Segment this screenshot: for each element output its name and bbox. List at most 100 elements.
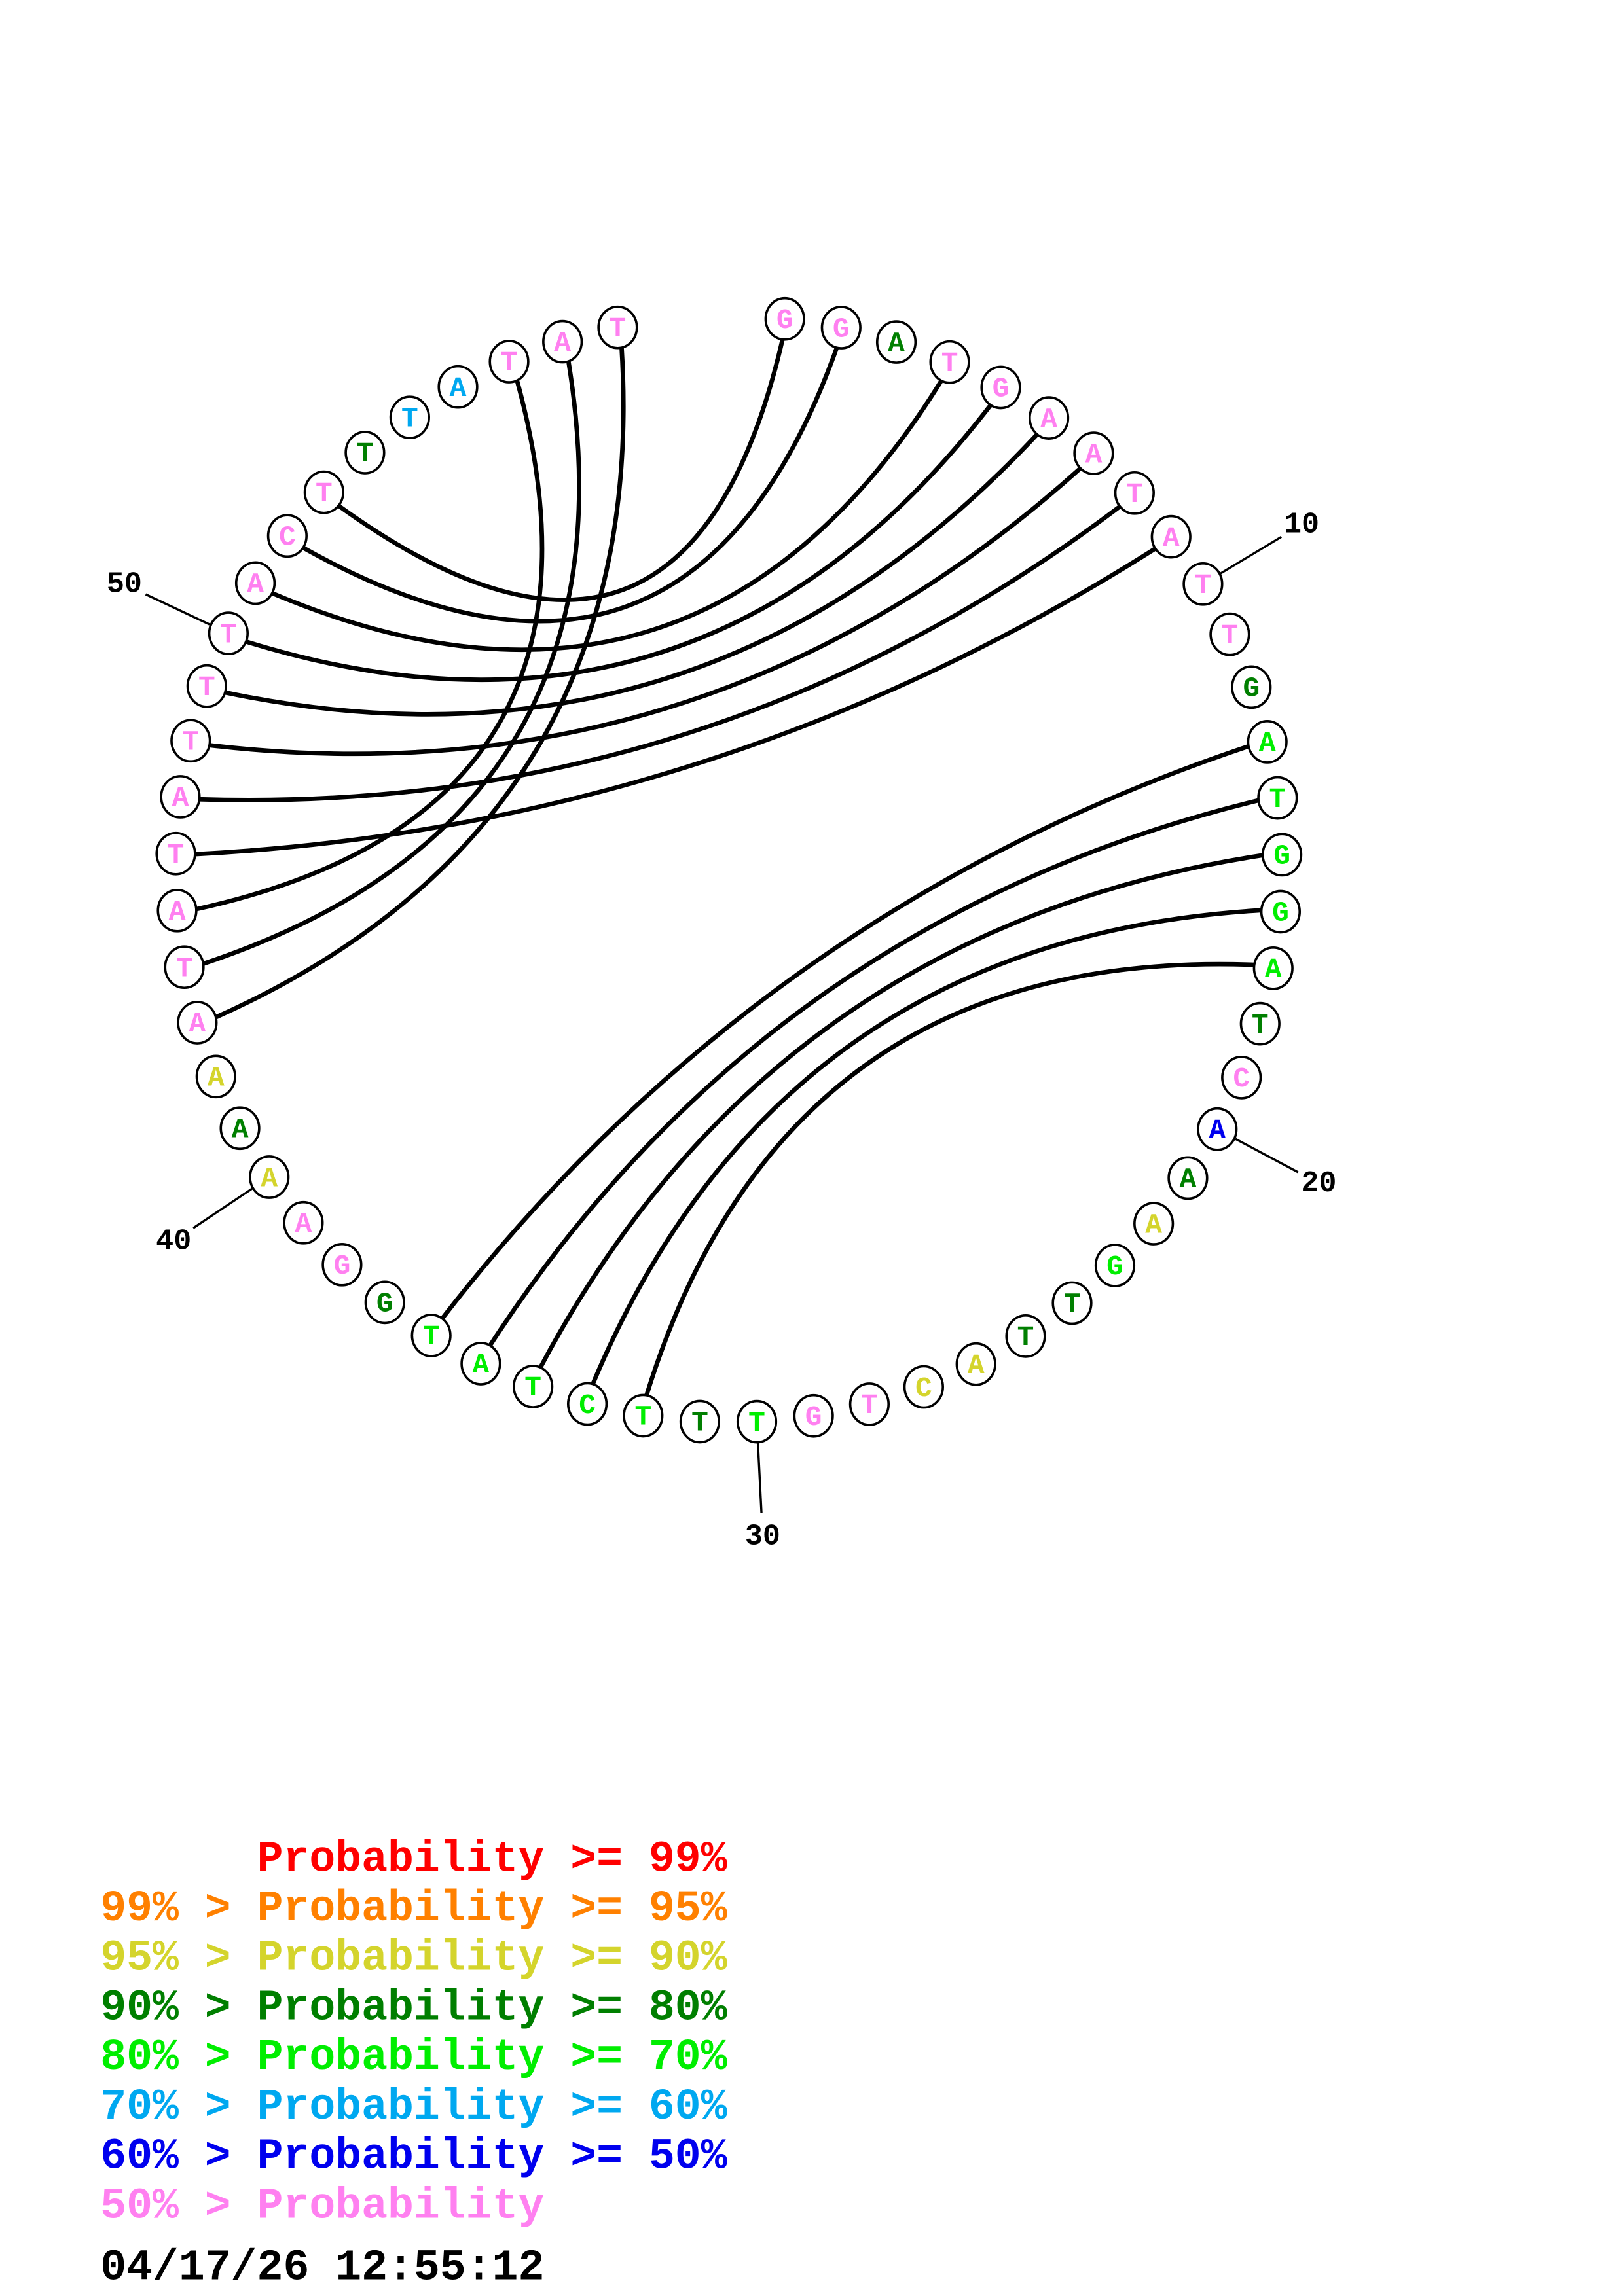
- nucleotide-circle: [1252, 946, 1294, 990]
- nucleotide: T: [1182, 562, 1224, 606]
- nucleotide: A: [460, 1342, 501, 1386]
- nucleotide-circle: [736, 1399, 778, 1444]
- nucleotide: T: [929, 340, 970, 384]
- nucleotide-circle: [597, 305, 638, 350]
- nucleotide-base: A: [888, 327, 905, 359]
- nucleotide: T: [736, 1399, 778, 1444]
- legend-row: 60% > Probability >= 50%: [100, 2132, 727, 2181]
- legend-left: 99% >: [100, 1884, 230, 1933]
- legend-right: >= 90%: [570, 1934, 727, 1983]
- nucleotide-circle: [164, 945, 205, 990]
- nucleotide: T: [1239, 1001, 1281, 1046]
- nucleotide-base: T: [1252, 1009, 1269, 1041]
- nucleotide-base: C: [279, 522, 296, 554]
- nucleotide-circle: [170, 719, 211, 763]
- nucleotide-circle: [195, 1054, 236, 1099]
- nucleotide-base: T: [401, 403, 418, 435]
- nucleotide: T: [513, 1365, 554, 1408]
- nucleotide-circle: [1257, 776, 1298, 820]
- nucleotide-base: A: [450, 372, 467, 404]
- nucleotide-base: A: [473, 1349, 490, 1381]
- legend-label: Probability: [257, 2083, 545, 2132]
- nucleotide: T: [164, 945, 205, 990]
- nucleotide: G: [1094, 1244, 1136, 1287]
- nucleotide-circle: [1197, 1107, 1238, 1151]
- legend-row: 80% > Probability >= 70%: [100, 2033, 727, 2082]
- position-tick: [192, 1187, 253, 1229]
- nucleotide-base: T: [501, 347, 518, 379]
- nucleotide: G: [793, 1393, 834, 1438]
- nucleotide-circle: [1133, 1202, 1175, 1246]
- timestamp: 04/17/26 12:55:12: [100, 2244, 544, 2293]
- nucleotide-circle: [1028, 396, 1070, 440]
- nucleotide: T: [1209, 612, 1250, 656]
- legend-left: 95% >: [100, 1934, 230, 1983]
- nucleotide: A: [1252, 946, 1294, 990]
- nucleotide: T: [344, 431, 386, 475]
- nucleotide: A: [1197, 1107, 1238, 1151]
- nucleotide: G: [1260, 889, 1302, 934]
- legend-row: 90% > Probability >= 80%: [100, 1983, 727, 2032]
- nucleotide-circle: [219, 1106, 261, 1151]
- nucleotide-circle: [1209, 612, 1250, 656]
- position-label: 50: [107, 567, 142, 601]
- nucleotide: T: [679, 1399, 721, 1444]
- nucleotide-base: T: [748, 1407, 765, 1439]
- nucleotide-circle: [679, 1399, 721, 1444]
- nucleotide-base: T: [524, 1372, 541, 1404]
- nucleotide-base: A: [232, 1114, 249, 1146]
- nucleotide: A: [875, 320, 917, 364]
- nucleotide: T: [155, 831, 196, 876]
- nucleotide-base: T: [941, 348, 958, 380]
- nucleotide-circle: [437, 365, 479, 409]
- nucleotide-base: A: [1265, 954, 1282, 986]
- legend-label: Probability: [257, 1884, 545, 1933]
- nucleotide-circle: [820, 306, 862, 350]
- nucleotide-circle: [234, 561, 276, 605]
- nucleotide-circle: [793, 1393, 834, 1438]
- legend-label: Probability: [257, 1934, 545, 1983]
- nucleotide: T: [488, 340, 530, 384]
- nucleotide-circle: [1094, 1244, 1136, 1287]
- nucleotide-circle: [156, 888, 198, 933]
- nucleotide: G: [1231, 665, 1272, 709]
- nucleotide-base: T: [176, 952, 193, 984]
- base-pair-arc: [199, 504, 1122, 802]
- base-pair-arc: [301, 346, 840, 624]
- nucleotide: A: [542, 319, 583, 364]
- base-pair-arc: [202, 359, 581, 966]
- position-markers: 10 20 30 40 50: [107, 508, 1337, 1554]
- nucleotide-circle: [266, 514, 308, 558]
- nucleotide: A: [283, 1200, 324, 1245]
- nucleotide-circle: [513, 1365, 554, 1408]
- legend-left: 80% >: [100, 2033, 230, 2082]
- position-tick: [1220, 535, 1283, 575]
- nucleotide-base: T: [357, 438, 374, 470]
- nucleotide-circle: [155, 831, 196, 876]
- nucleotide: A: [1133, 1202, 1175, 1246]
- nucleotide-circle: [1073, 431, 1114, 475]
- nucleotide-base: A: [968, 1350, 985, 1382]
- position-label: 20: [1301, 1166, 1336, 1200]
- nucleotide-circle: [1150, 514, 1192, 559]
- probability-legend: Probability >= 99%99% > Probability >= 95%9…: [100, 1835, 727, 2231]
- legend-row: 99% > Probability >= 95%: [100, 1884, 727, 1933]
- nucleotide: G: [321, 1242, 363, 1287]
- nucleotide-base: A: [208, 1062, 225, 1094]
- nucleotide-circle: [542, 319, 583, 364]
- nucleotide-base: C: [1233, 1063, 1250, 1095]
- nucleotide: T: [848, 1382, 890, 1426]
- legend-row: 95% > Probability >= 90%: [100, 1934, 727, 1983]
- nucleotide-base: A: [295, 1208, 312, 1240]
- nucleotide: T: [389, 395, 430, 440]
- nucleotide-base: T: [1064, 1289, 1081, 1321]
- nucleotide: T: [1114, 471, 1155, 515]
- base-pair-arc: [590, 908, 1262, 1387]
- nucleotide-base: A: [261, 1162, 278, 1194]
- nucleotide-base: G: [1106, 1251, 1123, 1283]
- base-pair-arc: [215, 346, 626, 1020]
- base-pair-arc: [224, 432, 1040, 717]
- nucleotide-circle: [980, 365, 1021, 410]
- legend-row: Probability >= 99%: [257, 1835, 727, 1884]
- nucleotide-base: C: [579, 1390, 596, 1422]
